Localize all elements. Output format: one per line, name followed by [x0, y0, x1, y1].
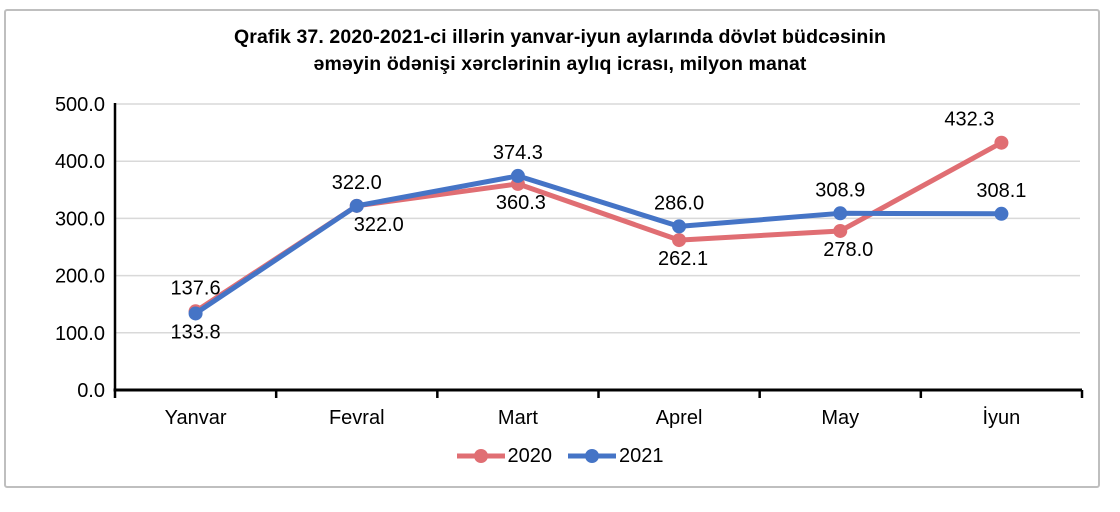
legend-label-2021: 2021 [619, 445, 664, 467]
y-axis-tick-label: 0.0 [77, 380, 105, 402]
data-point-2021-Mart [510, 168, 525, 183]
x-axis-category-label: Yanvar [165, 407, 227, 429]
data-point-2021-Yanvar [188, 306, 203, 321]
x-axis-category-label: İyun [983, 406, 1021, 429]
y-axis-tick-label: 100.0 [55, 323, 105, 345]
data-point-2021-Fevral [349, 198, 364, 213]
y-axis-tick-label: 300.0 [55, 208, 105, 230]
chart-legend: 2020 2021 [0, 445, 1120, 467]
data-point-2020-Aprel [672, 233, 687, 248]
legend-item-2020: 2020 [456, 445, 553, 467]
legend-item-2021: 2021 [568, 445, 664, 467]
data-label-2021-Fevral: 322.0 [332, 172, 382, 194]
data-label-2020-Yanvar: 137.6 [171, 277, 221, 299]
chart-frame-border [4, 9, 1100, 488]
x-axis-category-label: Fevral [329, 407, 385, 429]
y-axis-tick-label: 400.0 [55, 151, 105, 173]
chart-title: Qrafik 37. 2020-2021-ci illərin yanvar-i… [0, 24, 1120, 78]
data-point-2021-May [833, 206, 848, 221]
data-label-2021-Mart: 374.3 [493, 142, 543, 164]
data-label-2021-Aprel: 286.0 [654, 192, 704, 214]
x-axis-category-label: May [821, 407, 859, 429]
series-line-2020 [193, 140, 1004, 314]
data-label-2020-Mart: 360.3 [496, 192, 546, 214]
data-label-2021-İyun: 308.1 [976, 180, 1026, 202]
y-axis-tick-label: 500.0 [55, 94, 105, 116]
chart-title-line1: Qrafik 37. 2020-2021-ci illərin yanvar-i… [234, 26, 886, 48]
x-axis-category-label: Mart [498, 407, 538, 429]
data-label-2021-May: 308.9 [815, 179, 865, 201]
series-line-2021 [193, 173, 1004, 316]
data-point-2020-İyun [994, 135, 1009, 150]
data-label-2020-May: 278.0 [823, 239, 873, 261]
chart-title-line2: əməyin ödənişi xərclərinin aylıq icrası,… [313, 53, 807, 75]
legend-marker-icon-2020 [456, 449, 505, 463]
data-label-2020-Fevral: 322.0 [354, 214, 404, 236]
data-point-2021-Aprel [672, 219, 687, 234]
legend-marker-icon-2021 [568, 449, 616, 463]
data-point-2020-May [833, 223, 848, 238]
data-label-2020-İyun: 432.3 [944, 109, 994, 131]
data-label-2021-Yanvar: 133.8 [171, 321, 221, 343]
x-axis-category-label: Aprel [656, 407, 703, 429]
legend-label-2020: 2020 [507, 445, 553, 467]
y-axis-tick-label: 200.0 [55, 266, 105, 288]
data-point-2021-İyun [994, 206, 1009, 221]
data-label-2020-Aprel: 262.1 [658, 248, 708, 270]
